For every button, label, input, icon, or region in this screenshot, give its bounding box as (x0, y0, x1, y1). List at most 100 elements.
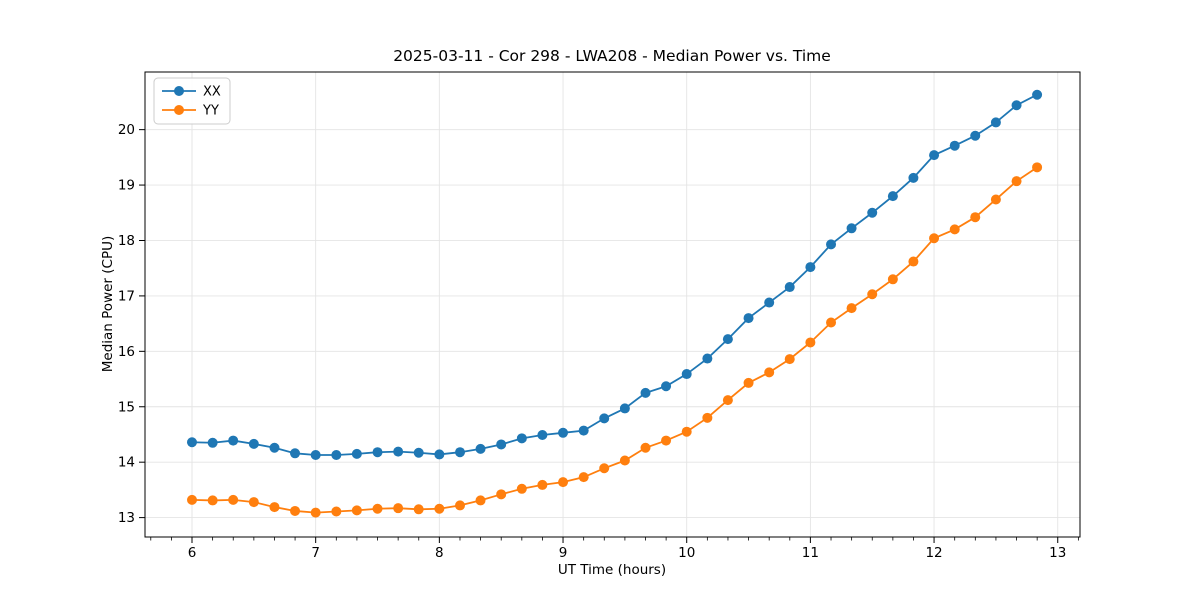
x-tick-label-6: 6 (188, 545, 197, 561)
x-tick-label-13: 13 (1049, 545, 1066, 561)
data-point-xx (599, 413, 610, 424)
data-point-xx (949, 140, 960, 151)
data-point-xx (496, 439, 507, 450)
data-point-xx (269, 442, 280, 453)
data-point-yy (784, 354, 795, 365)
data-point-yy (248, 497, 259, 508)
data-point-xx (867, 207, 878, 218)
data-point-yy (558, 477, 569, 488)
data-point-xx (248, 438, 259, 449)
data-point-xx (826, 239, 837, 250)
data-point-xx (393, 446, 404, 457)
data-point-xx (351, 448, 362, 459)
y-tick-label-15: 15 (118, 399, 135, 415)
data-point-yy (929, 233, 940, 244)
data-point-yy (269, 502, 280, 513)
data-point-xx (455, 447, 466, 458)
data-point-yy (743, 377, 754, 388)
legend-label-xx: XX (203, 85, 221, 100)
y-tick-label-19: 19 (118, 178, 135, 194)
data-point-xx (681, 369, 692, 380)
legend-box (153, 77, 231, 125)
data-point-yy (290, 505, 301, 516)
data-point-yy (372, 503, 383, 514)
data-point-xx (413, 447, 424, 458)
data-point-xx (661, 381, 672, 392)
y-tick-label-17: 17 (118, 288, 135, 304)
y-tick-label-13: 13 (118, 510, 135, 526)
data-point-yy (1011, 176, 1022, 187)
data-point-xx (537, 430, 548, 441)
data-point-yy (599, 463, 610, 474)
data-point-xx (578, 425, 589, 436)
data-point-yy (310, 507, 321, 518)
data-point-yy (887, 274, 898, 285)
data-point-yy (331, 506, 342, 517)
data-point-yy (619, 455, 630, 466)
x-tick-label-11: 11 (802, 545, 819, 561)
data-point-xx (908, 172, 919, 183)
x-tick-label-10: 10 (678, 545, 695, 561)
data-point-xx (743, 313, 754, 324)
data-point-yy (455, 500, 466, 511)
series-yy-line (191, 166, 1038, 514)
data-point-yy (990, 194, 1001, 205)
data-point-yy (351, 505, 362, 516)
data-point-xx (722, 334, 733, 345)
data-point-yy (970, 212, 981, 223)
axis-ticks (139, 129, 1079, 543)
tick-labels: 6 7 8 9 10 11 12 13 13 14 15 16 17 18 19 20 (118, 122, 1067, 561)
data-point-xx (702, 353, 713, 364)
data-point-xx (475, 443, 486, 454)
data-point-yy (516, 483, 527, 494)
x-tick-label-8: 8 (435, 545, 444, 561)
data-point-yy (207, 495, 218, 506)
data-point-yy (537, 479, 548, 490)
chart-title: 2025-03-11 - Cor 298 - LWA208 - Median P… (393, 47, 831, 65)
x-axis-label: UT Time (hours) (558, 562, 666, 578)
data-point-xx (434, 449, 445, 460)
x-tick-label-9: 9 (559, 545, 568, 561)
y-tick-label-14: 14 (118, 455, 135, 471)
data-point-xx (619, 403, 630, 414)
y-tick-label-20: 20 (118, 122, 135, 138)
y-tick-label-18: 18 (118, 233, 135, 249)
grid (145, 72, 1080, 537)
data-point-xx (640, 387, 651, 398)
data-point-yy (434, 503, 445, 514)
data-point-yy (496, 489, 507, 500)
legend: XX YY (153, 77, 231, 125)
data-point-yy (702, 412, 713, 423)
data-point-xx (186, 437, 197, 448)
x-tick-label-12: 12 (925, 545, 942, 561)
data-point-yy (722, 395, 733, 406)
legend-item-xx: XX (162, 85, 221, 100)
data-point-xx (764, 297, 775, 308)
data-point-xx (990, 117, 1001, 128)
data-point-xx (207, 437, 218, 448)
data-point-xx (970, 130, 981, 141)
data-point-yy (908, 256, 919, 267)
data-point-yy (805, 337, 816, 348)
data-point-yy (640, 442, 651, 453)
data-point-xx (784, 282, 795, 293)
legend-label-yy: YY (202, 104, 219, 119)
legend-marker-yy (174, 105, 184, 115)
legend-item-yy: YY (162, 104, 219, 119)
data-point-xx (805, 262, 816, 273)
data-point-xx (516, 433, 527, 444)
data-point-xx (887, 191, 898, 202)
y-axis-label: Median Power (CPU) (100, 236, 116, 372)
series-xx (186, 89, 1043, 460)
plot-border (144, 71, 1081, 538)
data-point-xx (846, 223, 857, 234)
data-point-yy (186, 494, 197, 505)
series-layer (186, 89, 1043, 518)
data-point-xx (372, 447, 383, 458)
data-point-yy (413, 504, 424, 515)
data-point-xx (310, 449, 321, 460)
data-point-yy (867, 289, 878, 300)
data-point-yy (578, 472, 589, 483)
data-point-xx (228, 435, 239, 446)
